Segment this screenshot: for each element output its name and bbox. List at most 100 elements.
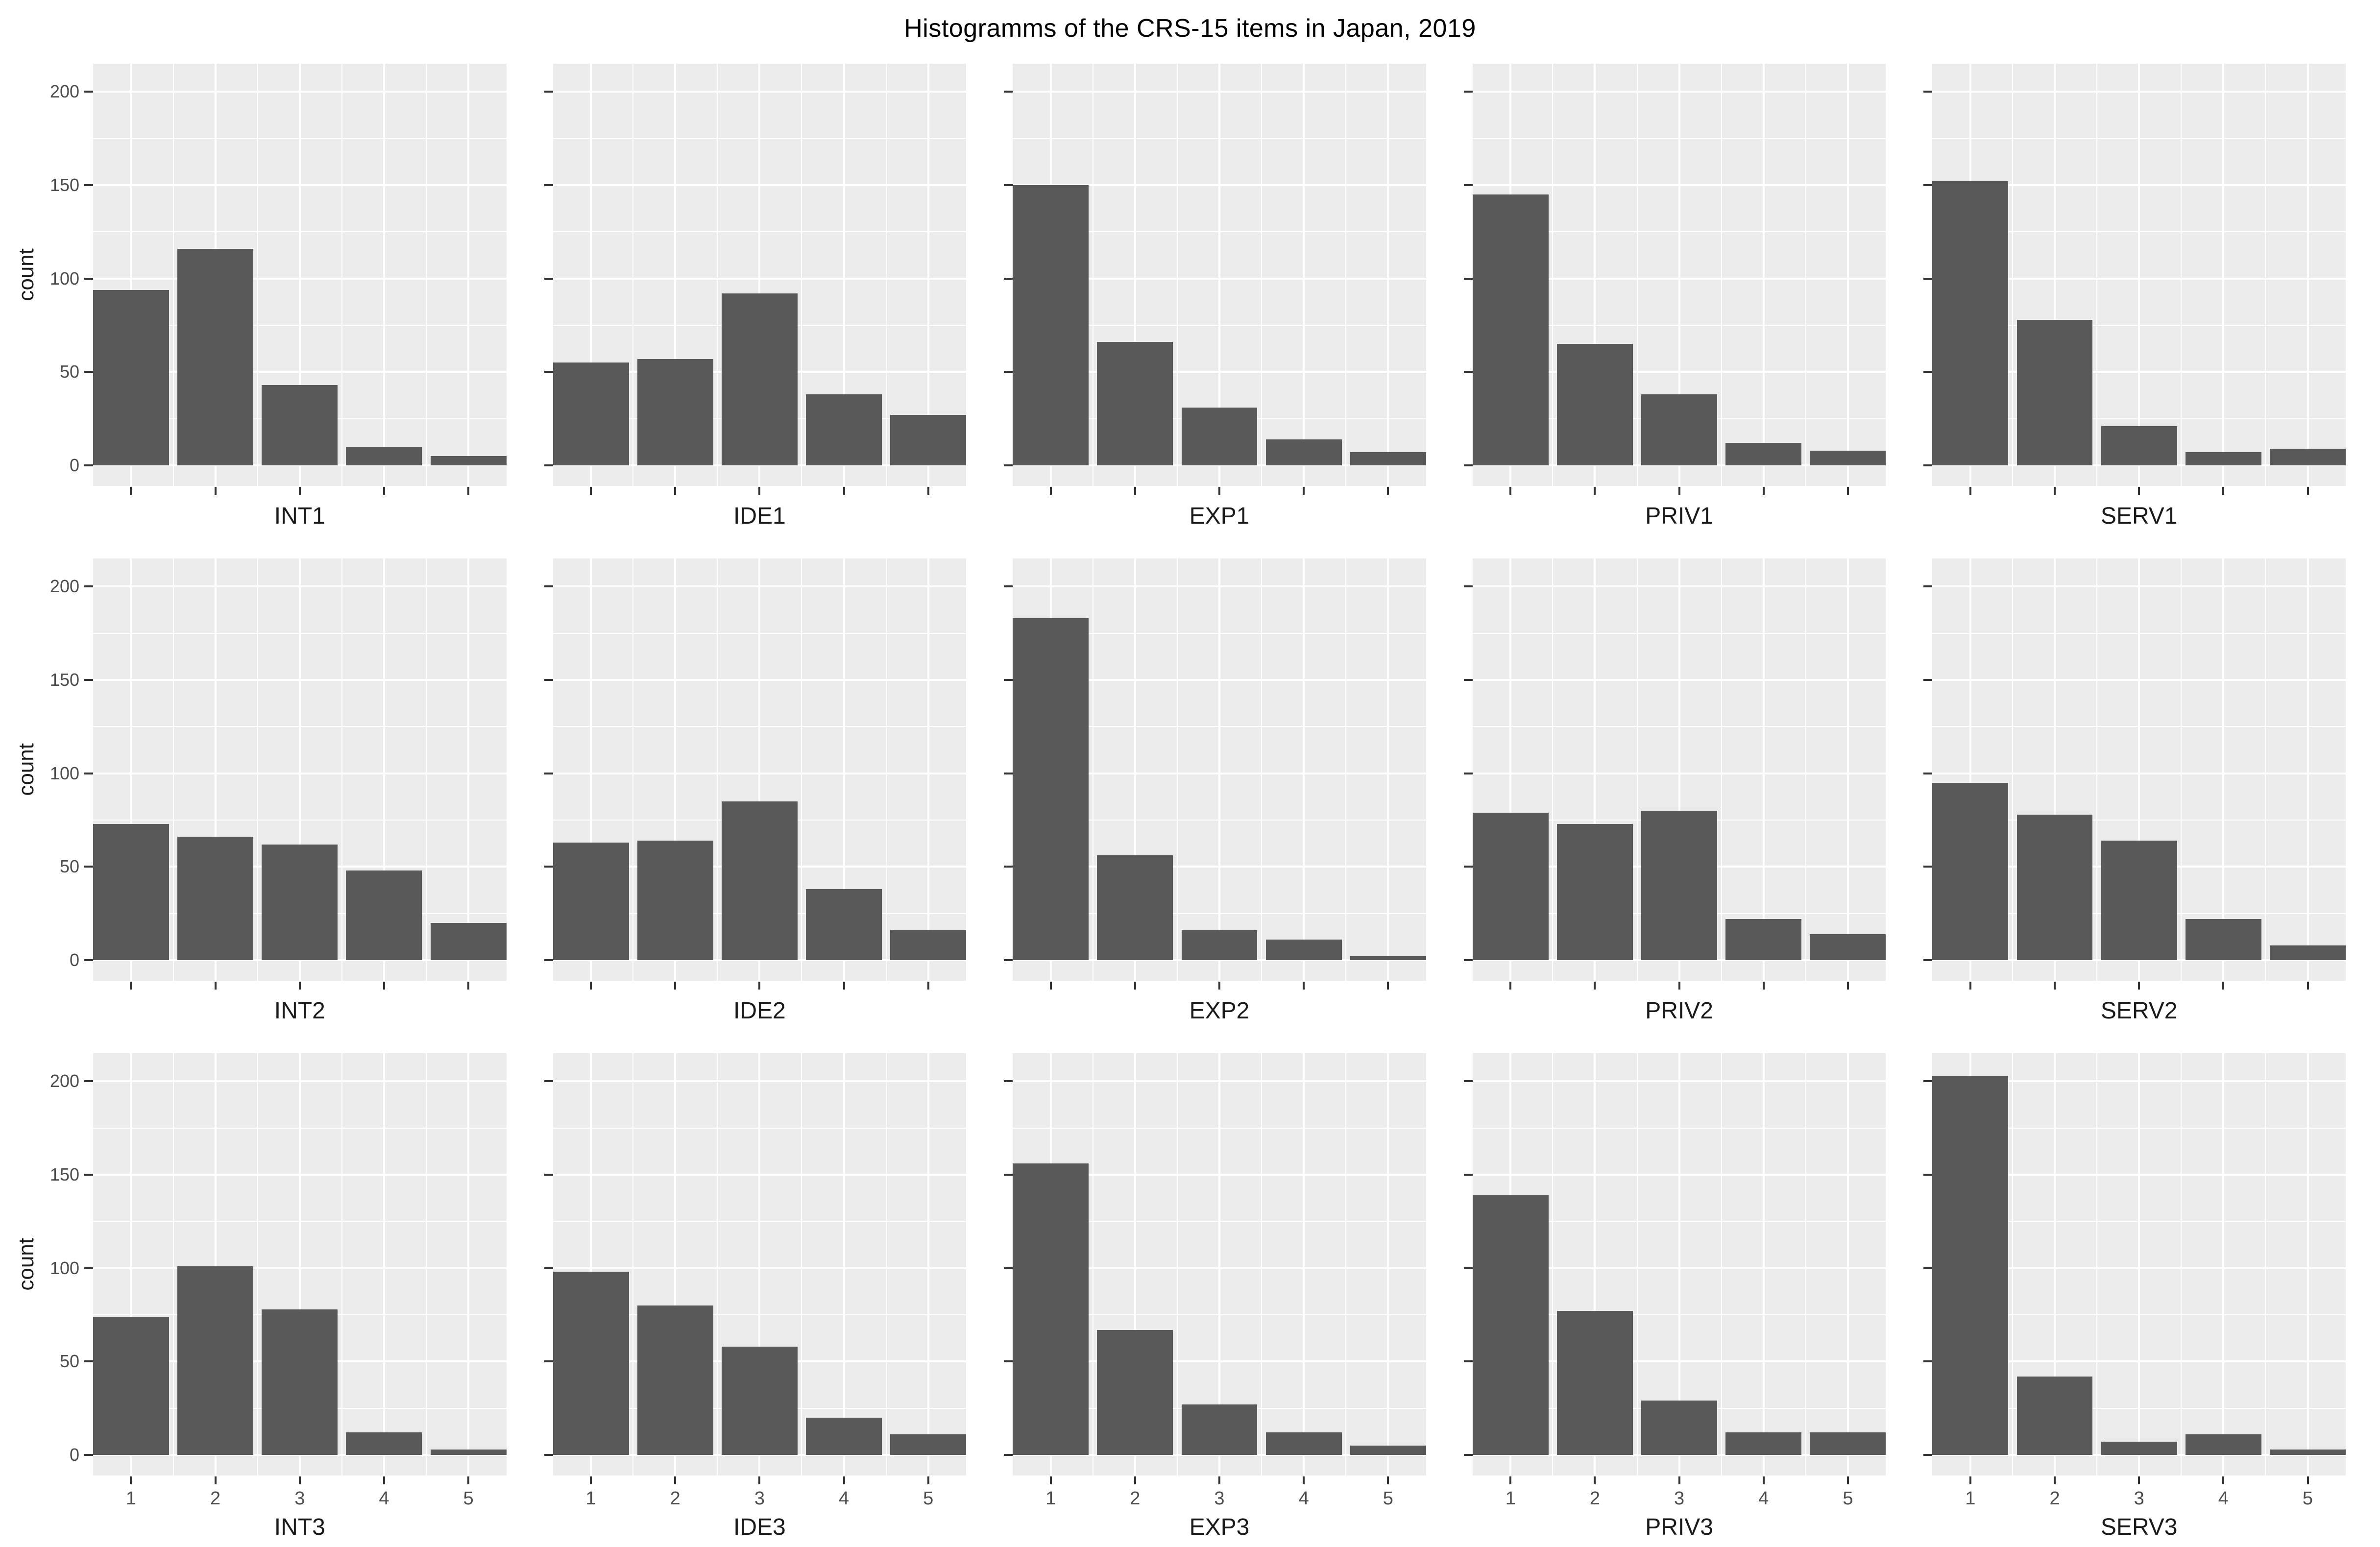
major-gridline — [843, 64, 845, 486]
facet-label: EXP2 — [1189, 998, 1250, 1024]
histogram-bar — [637, 1305, 713, 1455]
axis-area: SERV3 1 2 3 4 5 — [1932, 1475, 2346, 1547]
minor-gridline — [1636, 1053, 1638, 1475]
y-axis-tick — [84, 464, 93, 467]
x-axis-tick — [214, 487, 217, 495]
x-tick-label: 2 — [1130, 1488, 1141, 1509]
major-gridline — [2054, 64, 2056, 486]
histogram-bar — [806, 394, 882, 466]
y-axis-tick — [1004, 1267, 1013, 1269]
x-tick-label: 1 — [125, 1488, 137, 1509]
histogram-bar — [1097, 342, 1173, 466]
major-gridline — [298, 558, 301, 981]
x-axis-tick — [1218, 1476, 1220, 1484]
plot-area — [1463, 64, 1886, 495]
plot-area — [1923, 1053, 2346, 1484]
histogram-bar — [2101, 840, 2177, 961]
y-axis-tick — [1004, 772, 1013, 774]
minor-gridline — [2012, 558, 2013, 981]
major-gridline — [927, 558, 929, 981]
minor-gridline — [426, 64, 427, 486]
x-axis-tick — [927, 982, 929, 990]
y-axis-tick — [544, 1080, 553, 1083]
x-tick-label: 5 — [1843, 1488, 1853, 1509]
y-axis-tick — [1004, 1454, 1013, 1456]
histogram-bar — [553, 363, 629, 466]
minor-gridline — [426, 1053, 427, 1475]
minor-gridline — [801, 64, 802, 486]
x-axis-tick — [2138, 1476, 2140, 1484]
y-axis-tick — [84, 184, 93, 186]
y-axis-tick — [1004, 1173, 1013, 1176]
histogram-bar — [430, 1449, 507, 1455]
x-tick-label: 1 — [1045, 1488, 1056, 1509]
y-axis-tick — [1004, 585, 1013, 588]
minor-gridline — [2096, 64, 2098, 486]
histogram-bar — [2101, 1442, 2177, 1455]
y-tick-label: 150 — [49, 174, 79, 195]
facet-label: PRIV2 — [1645, 998, 1713, 1024]
x-axis-tick — [1218, 487, 1220, 495]
x-axis-tick — [1134, 487, 1136, 495]
axis-area: INT2 — [93, 981, 507, 1053]
facet-label: SERV3 — [2100, 1514, 2178, 1540]
chart-title: Histogramms of the CRS-15 items in Japan… — [904, 14, 1476, 43]
major-gridline — [843, 1053, 845, 1475]
y-axis-tick — [1004, 277, 1013, 280]
facet-label: SERV1 — [2100, 503, 2178, 529]
x-axis-tick — [298, 982, 301, 990]
y-axis-tick — [1463, 1267, 1473, 1269]
major-gridline — [1594, 558, 1596, 981]
major-gridline — [590, 64, 592, 486]
y-axis-tick — [84, 91, 93, 93]
histogram-bar — [2185, 452, 2261, 466]
x-axis-tick — [674, 982, 677, 990]
facet-cell: SERV1 — [1923, 64, 2346, 558]
y-axis-tick — [1463, 1173, 1473, 1176]
facet-label: IDE2 — [733, 998, 786, 1024]
y-axis-tick — [1923, 371, 1933, 373]
facet-cell: EXP3 1 2 3 4 5 — [1004, 1053, 1426, 1547]
histogram-bar — [2270, 1449, 2346, 1455]
major-gridline — [383, 558, 385, 981]
histogram-bar — [346, 870, 422, 961]
facet-label: SERV2 — [2100, 998, 2178, 1024]
facet-label: PRIV1 — [1645, 503, 1713, 529]
plot-area — [1463, 558, 1886, 990]
y-axis-tick — [1463, 1080, 1473, 1083]
y-axis-tick — [544, 91, 553, 93]
histogram-bar — [2270, 448, 2346, 466]
major-gridline — [383, 1053, 385, 1475]
x-tick-label: 4 — [1758, 1488, 1769, 1509]
histogram-bar — [553, 1272, 629, 1455]
histogram-bar — [1265, 1432, 1342, 1455]
facet-cell: 0 50 100 150 200 INT3 1 2 3 4 5 — [50, 1053, 507, 1547]
minor-gridline — [1636, 64, 1638, 486]
histogram-bar — [1725, 919, 1802, 961]
facet-label: INT2 — [274, 998, 325, 1024]
minor-gridline — [1721, 64, 1722, 486]
histogram-bar — [637, 359, 713, 466]
x-axis-tick — [130, 1476, 132, 1484]
histogram-bar — [1097, 1329, 1173, 1455]
x-axis-tick — [1509, 1476, 1512, 1484]
major-gridline — [1594, 1053, 1596, 1475]
y-axis-tick — [84, 866, 93, 868]
y-axis-tick — [544, 866, 553, 868]
y-axis-tick — [544, 371, 553, 373]
major-gridline — [2054, 558, 2056, 981]
y-axis-tick — [84, 585, 93, 588]
x-axis-tick — [1678, 1476, 1680, 1484]
minor-gridline — [2096, 1053, 2098, 1475]
minor-gridline — [426, 558, 427, 981]
y-axis-tick — [1463, 585, 1473, 588]
y-axis-tick — [1004, 678, 1013, 681]
histogram-bar — [2016, 1376, 2093, 1455]
y-axis-tick — [1463, 1360, 1473, 1363]
major-gridline — [2307, 1053, 2309, 1475]
major-gridline — [298, 64, 301, 486]
facet-label: IDE3 — [733, 1514, 786, 1540]
major-gridline — [1678, 558, 1680, 981]
major-gridline — [1303, 1053, 1305, 1475]
facet-label: IDE1 — [733, 503, 786, 529]
